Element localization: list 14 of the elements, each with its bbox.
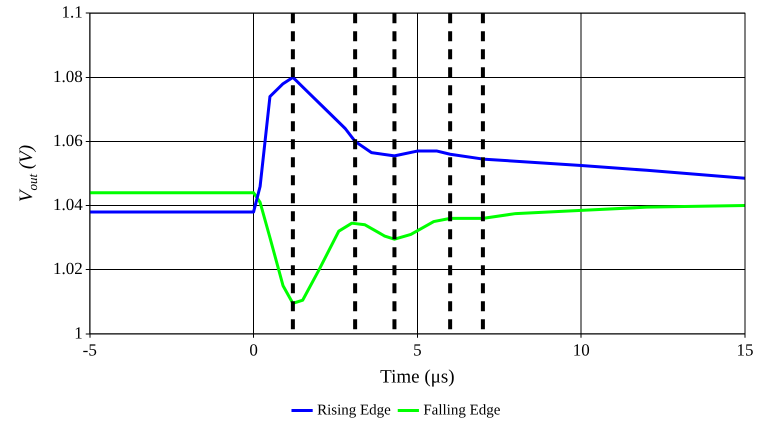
y-tick-label: 1.06: [53, 130, 83, 150]
x-tick-label: 5: [413, 340, 422, 360]
x-tick-label: 10: [572, 340, 590, 360]
legend-label: Rising Edge: [317, 402, 392, 418]
y-tick-label: 1.08: [53, 66, 83, 86]
x-tick-label: -5: [82, 340, 97, 360]
legend-label: Falling Edge: [423, 402, 501, 418]
x-tick-label: 15: [736, 340, 754, 360]
y-tick-label: 1.02: [53, 259, 83, 278]
x-axis-title: Time (μs): [380, 366, 455, 388]
x-tick-label: 0: [249, 340, 258, 360]
y-tick-label: 1: [74, 323, 83, 342]
y-tick-label: 1.1: [62, 2, 83, 22]
y-tick-label: 1.04: [53, 195, 84, 214]
